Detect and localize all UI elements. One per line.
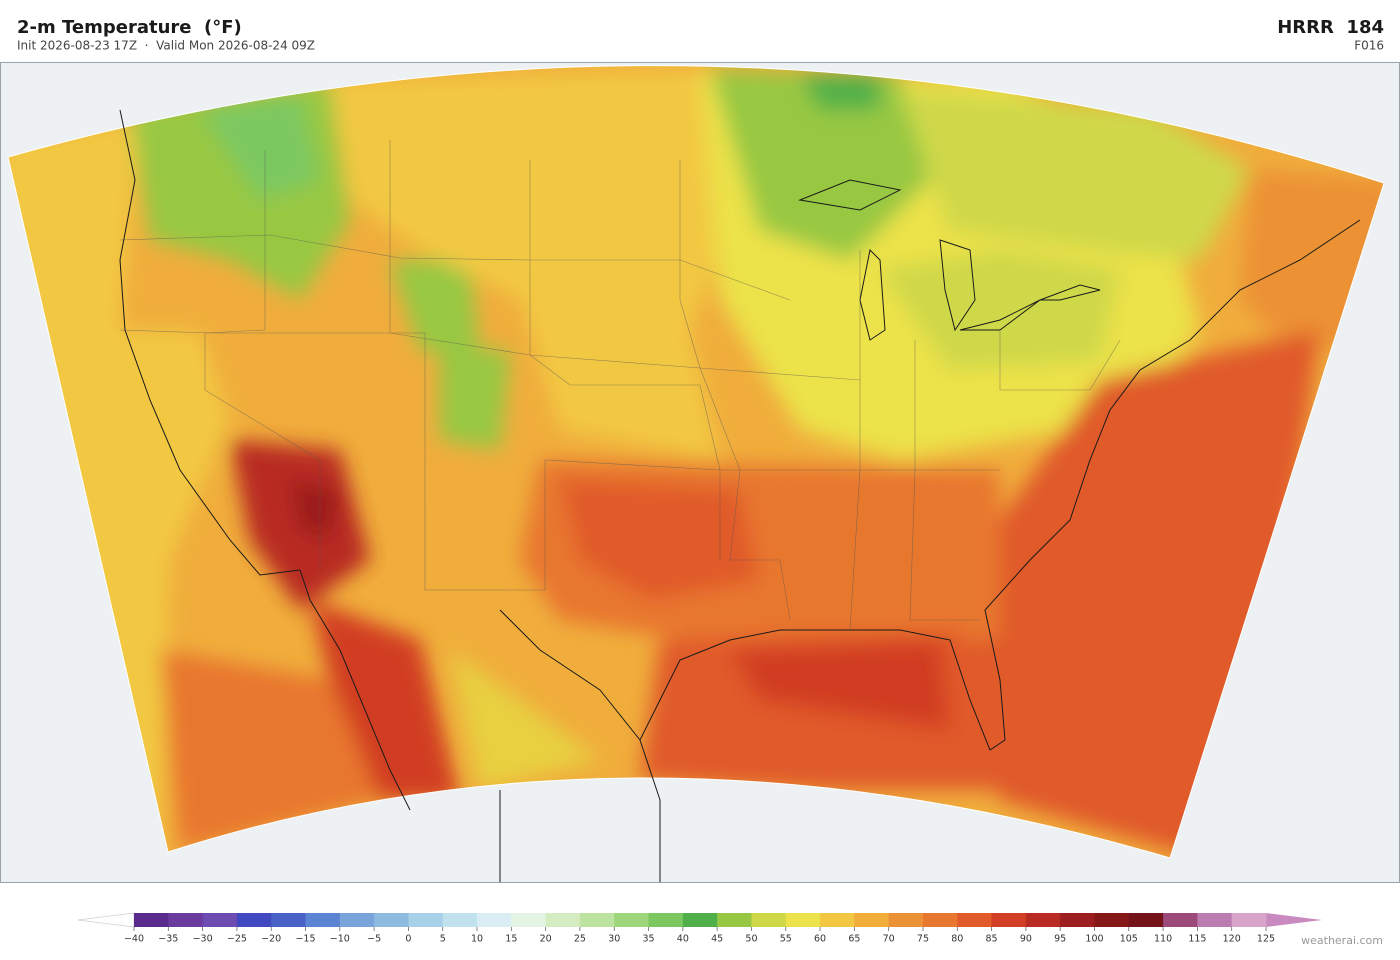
colorbar-tick-label: 75 <box>917 934 929 945</box>
colorbar-segment <box>579 913 615 927</box>
colorbar-over <box>1266 913 1322 927</box>
colorbar-segment <box>854 913 890 927</box>
colorbar-segment <box>1094 913 1130 927</box>
colorbar-segment <box>785 913 821 927</box>
colorbar-segment <box>408 913 444 927</box>
colorbar-tick-label: 95 <box>1054 934 1066 945</box>
temperature-field <box>8 65 1384 858</box>
colorbar-segment <box>134 913 169 927</box>
colorbar-tick-label: 80 <box>951 934 963 945</box>
colorbar-under <box>77 912 135 928</box>
colorbar-segment <box>1231 913 1267 927</box>
colorbar-segment <box>991 913 1027 927</box>
coastlines <box>119 109 1361 882</box>
colorbar-tick-label: 125 <box>1257 934 1275 945</box>
colorbar-segment <box>1025 913 1061 927</box>
colorbar-tick-label: 25 <box>574 934 586 945</box>
domain-edge <box>7 65 1385 859</box>
colorbar-segment <box>648 913 684 927</box>
colorbar-tick-label: −5 <box>367 934 381 945</box>
colorbar-segment <box>717 913 752 927</box>
colorbar-segment <box>511 913 547 927</box>
colorbar-tick-label: 40 <box>677 934 689 945</box>
colorbar: −40 −35 −30 −25 −20 −15 −10 −5 0 5 10 15 20 25 30 35 40 4… <box>77 912 1322 945</box>
colorbar-segment <box>271 913 307 927</box>
colorbar-tick-label: 60 <box>814 934 826 945</box>
colorbar-tick-label: −10 <box>330 934 350 945</box>
colorbar-tick-label: −30 <box>193 934 213 945</box>
colorbar-segment <box>922 913 958 927</box>
colorbar-tick-label: 5 <box>440 934 446 945</box>
colorbar-segment <box>820 913 855 927</box>
attribution: weatherai.com <box>1301 934 1383 947</box>
colorbar-tick-label: −25 <box>227 934 247 945</box>
colorbar-segment <box>751 913 787 927</box>
colorbar-segment <box>957 913 993 927</box>
colorbar-segment <box>339 913 375 927</box>
colorbar-tick-label: 20 <box>540 934 552 945</box>
colorbar-tick-label: 85 <box>986 934 998 945</box>
model-label: HRRR 184 <box>1277 17 1384 38</box>
colorbar-tick-label: 105 <box>1120 934 1138 945</box>
colorbar-segment <box>614 913 650 927</box>
colorbar-tick-label: 10 <box>471 934 483 945</box>
colorbar-tick-label: 110 <box>1154 934 1172 945</box>
colorbar-segment <box>374 913 409 927</box>
colorbar-tick-label: 50 <box>745 934 757 945</box>
colorbar-tick-label: 115 <box>1188 934 1206 945</box>
colorbar-segment <box>888 913 924 927</box>
colorbar-tick-label: −35 <box>158 934 178 945</box>
colorbar-segment <box>236 913 272 927</box>
colorbar-segment <box>1197 913 1233 927</box>
colorbar-tick-label: 30 <box>608 934 620 945</box>
colorbar-segment <box>442 913 478 927</box>
colorbar-tick-label: −20 <box>261 934 281 945</box>
colorbar-segment <box>682 913 718 927</box>
subtitle: Init 2026-08-23 17Z · Valid Mon 2026-08-… <box>17 39 315 53</box>
colorbar-segment <box>1060 913 1095 927</box>
colorbar-segment <box>545 913 581 927</box>
colorbar-tick-label: 45 <box>711 934 723 945</box>
colorbar-segment <box>202 913 238 927</box>
colorbar-tick-label: 120 <box>1223 934 1241 945</box>
colorbar-tick-label: −40 <box>124 934 144 945</box>
title: 2-m Temperature (°F) <box>17 17 242 38</box>
colorbar-tick-label: 0 <box>405 934 411 945</box>
colorbar-tick-label: 100 <box>1085 934 1103 945</box>
state-borders <box>119 140 1121 631</box>
colorbar-tick-label: 70 <box>883 934 895 945</box>
colorbar-tick-label: 90 <box>1020 934 1032 945</box>
colorbar-tick-label: 55 <box>780 934 792 945</box>
colorbar-segment <box>305 913 341 927</box>
forecast-hour: F016 <box>1354 39 1384 53</box>
colorbar-segment <box>1128 913 1164 927</box>
colorbar-segment <box>168 913 204 927</box>
colorbar-tick-label: 65 <box>848 934 860 945</box>
colorbar-tick-label: −15 <box>295 934 315 945</box>
colorbar-segment <box>1163 913 1198 927</box>
colorbar-segment <box>477 913 512 927</box>
colorbar-tick-label: 15 <box>505 934 517 945</box>
colorbar-tick-label: 35 <box>642 934 654 945</box>
